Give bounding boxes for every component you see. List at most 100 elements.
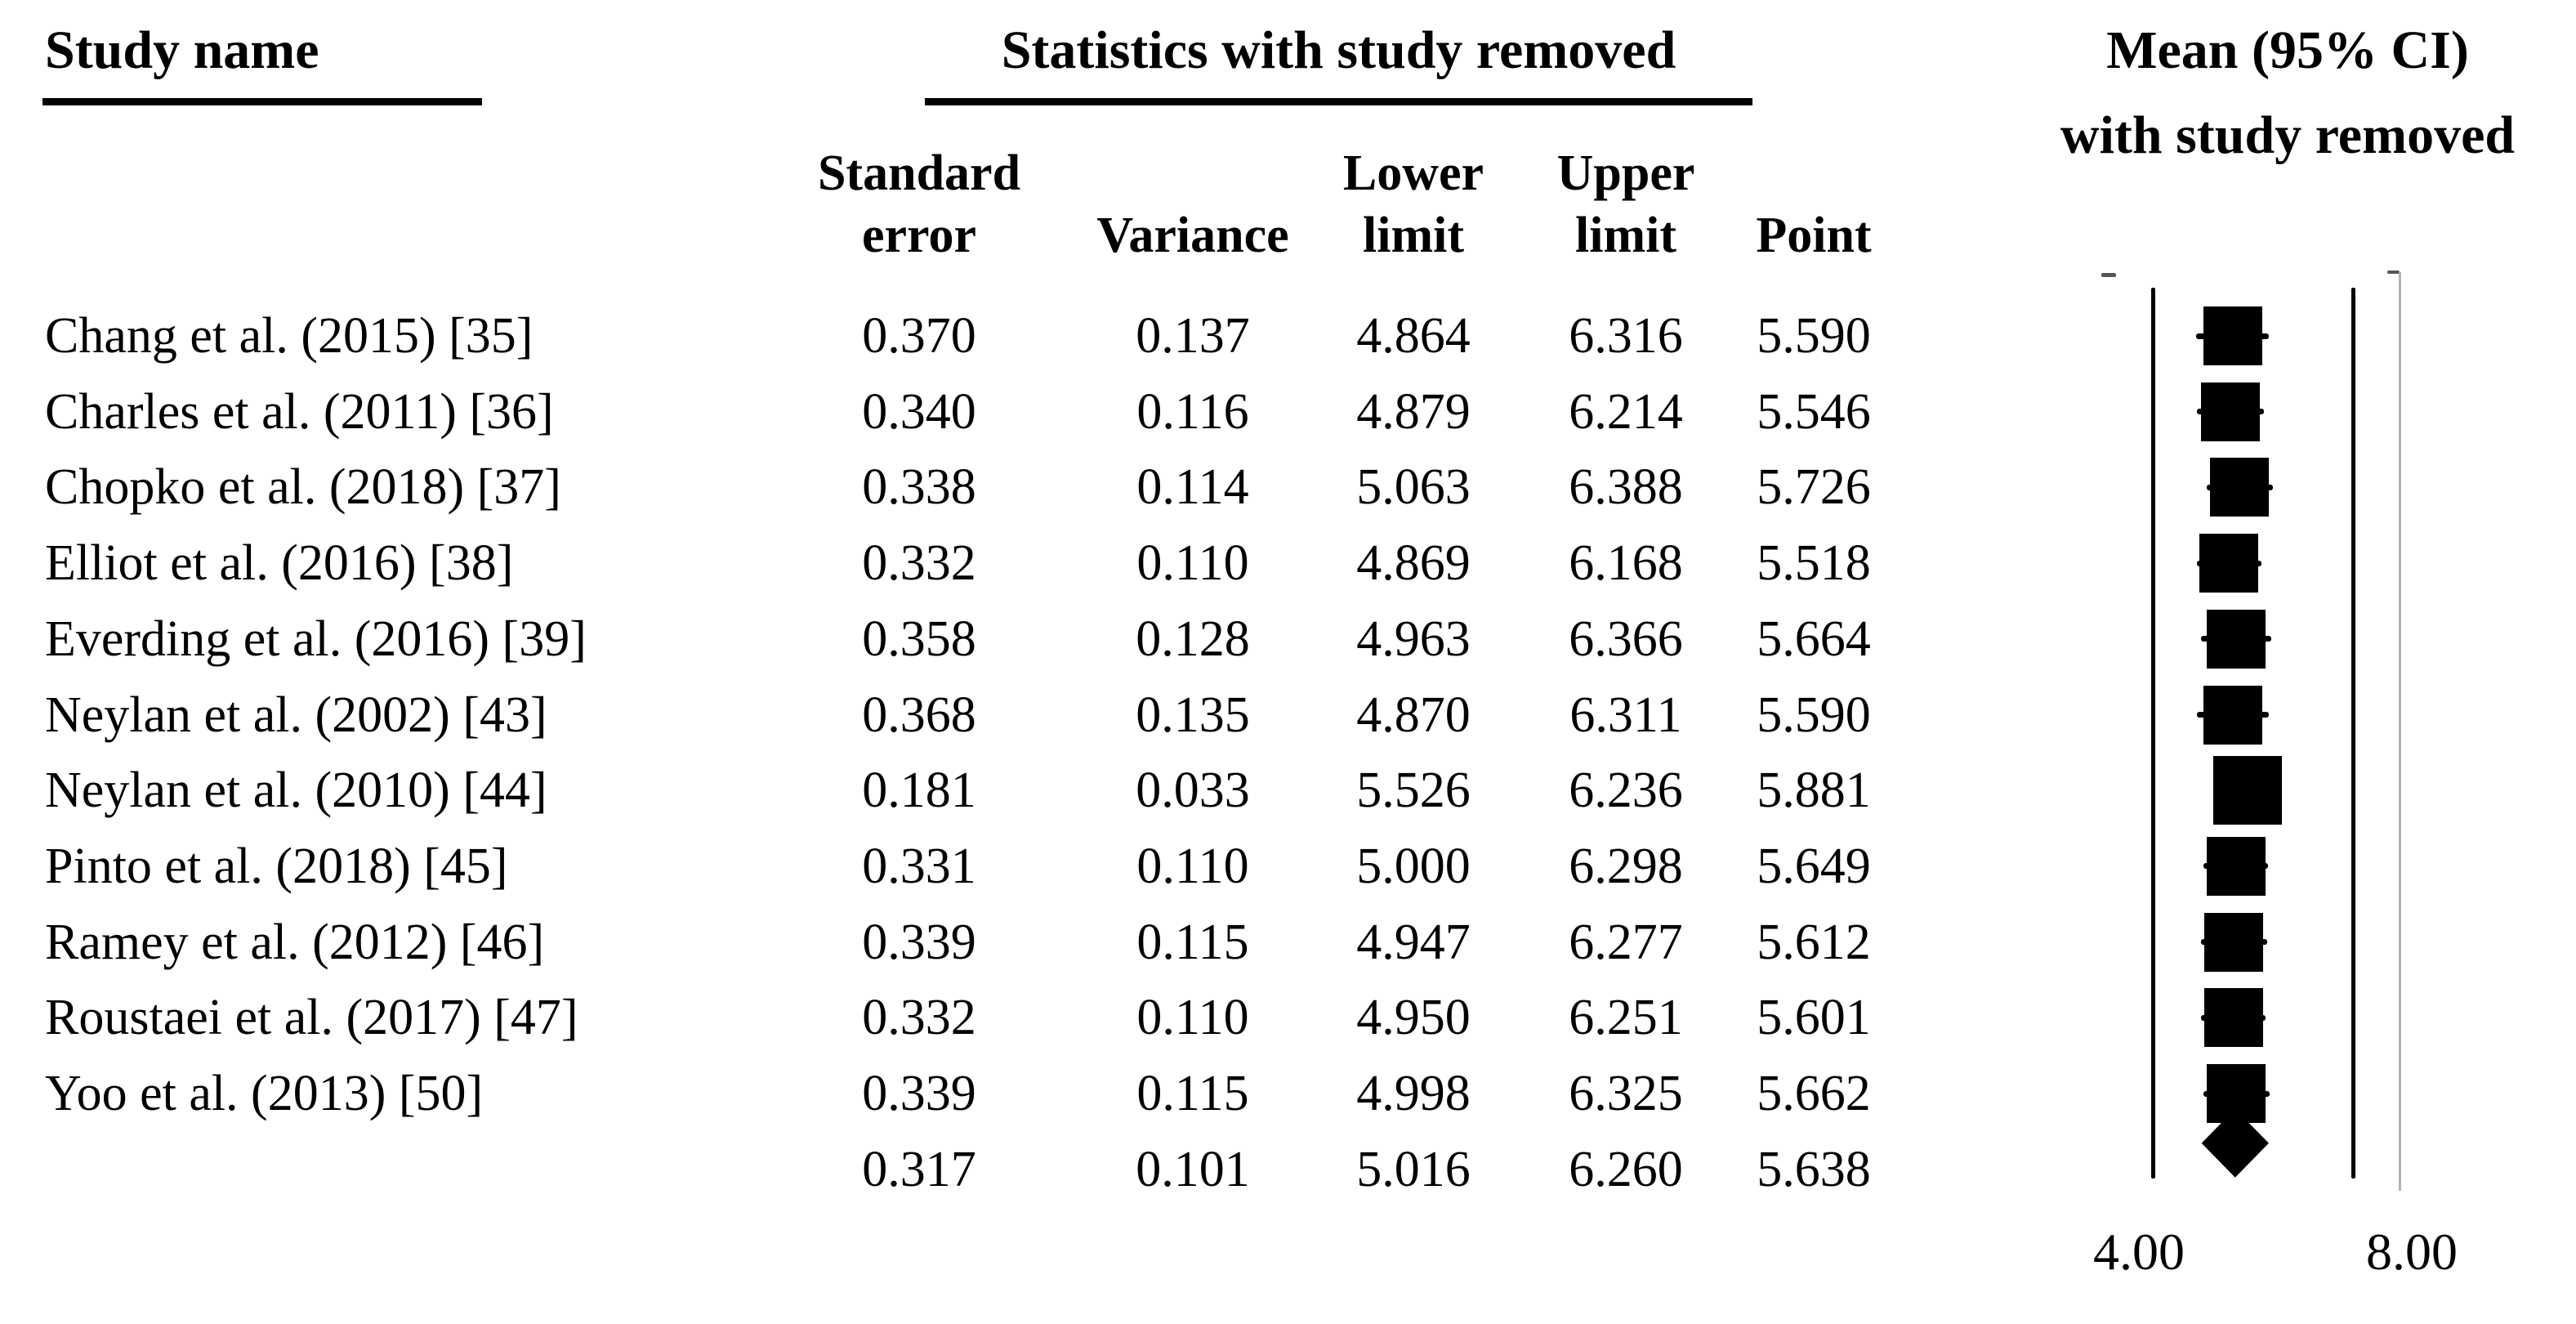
study-name-cell: Chopko et al. (2018) [37] <box>45 459 561 516</box>
standard-error-cell: 0.332 <box>862 990 976 1046</box>
lower-limit-cell: 5.000 <box>1356 838 1471 894</box>
lower-limit-cell: 4.879 <box>1356 383 1471 440</box>
table-row: Yoo et al. (2013) [50] 0.339 0.115 4.998 6.3… <box>0 1056 1920 1132</box>
table-row: Everding et al. (2016) [39] 0.358 0.128 4.9… <box>0 602 1920 678</box>
plot-header-line2: with study removed <box>2060 105 2516 165</box>
variance-cell: 0.101 <box>1136 1141 1250 1197</box>
point-cell: 5.726 <box>1757 459 1871 516</box>
standard-error-cell: 0.338 <box>862 459 976 516</box>
point-cell: 5.649 <box>1757 838 1871 894</box>
standard-error-cell: 0.339 <box>862 914 976 970</box>
study-name-cell: Neylan et al. (2010) [44] <box>45 763 547 819</box>
variance-cell: 0.110 <box>1136 990 1249 1046</box>
study-name-cell: Pinto et al. (2018) [45] <box>45 838 508 894</box>
plot-top-right-tick <box>2387 271 2400 274</box>
standard-error-cell: 0.358 <box>862 611 976 667</box>
lower-limit-cell: 5.063 <box>1356 459 1471 516</box>
point-cell: 5.590 <box>1757 687 1871 743</box>
variance-cell: 0.128 <box>1136 611 1250 667</box>
lower-limit-cell: 4.947 <box>1356 914 1471 970</box>
point-cell: 5.662 <box>1757 1066 1871 1121</box>
upper-limit-cell: 6.366 <box>1569 611 1683 667</box>
study-name-cell: Ramey et al. (2012) [46] <box>45 914 545 970</box>
variance-cell: 0.114 <box>1136 459 1249 516</box>
variance-cell: 0.137 <box>1136 308 1250 364</box>
lower-limit-cell: 4.869 <box>1356 535 1471 592</box>
standard-error-cell: 0.331 <box>862 838 976 894</box>
table-row: Charles et al. (2011) [36] 0.340 0.116 4.87… <box>0 374 1920 450</box>
study-name-cell: Yoo et al. (2013) [50] <box>45 1066 484 1121</box>
variance-cell: 0.110 <box>1136 838 1249 894</box>
upper-limit-cell: 6.251 <box>1569 990 1683 1046</box>
variance-cell: 0.110 <box>1136 535 1249 592</box>
table-row: Elliot et al. (2016) [38] 0.332 0.110 4.869… <box>0 526 1920 602</box>
lower-limit-cell: 4.864 <box>1356 308 1471 364</box>
upper-limit-cell: 6.277 <box>1569 914 1683 970</box>
lower-limit-cell: 4.963 <box>1356 611 1471 667</box>
variance-cell: 0.033 <box>1136 763 1250 819</box>
point-cell: 5.881 <box>1757 763 1871 819</box>
table-row: Chopko et al. (2018) [37] 0.338 0.114 5.063… <box>0 450 1920 526</box>
col-header-point: Point <box>1756 208 1872 263</box>
variance-cell: 0.116 <box>1136 383 1249 440</box>
table-row: Pinto et al. (2018) [45] 0.331 0.110 5.000 6… <box>0 829 1920 905</box>
lower-limit-cell: 4.950 <box>1356 990 1471 1046</box>
point-cell: 5.664 <box>1757 611 1871 667</box>
variance-cell: 0.135 <box>1136 687 1250 743</box>
col-header-standard-error: error <box>862 208 976 263</box>
point-square-marker <box>2201 382 2261 441</box>
col-header-variance: Variance <box>1096 208 1289 263</box>
stats-group-header: Statistics with study removed <box>1001 20 1676 80</box>
upper-limit-cell: 6.168 <box>1569 535 1683 592</box>
plot-header-line1: Mean (95% CI) <box>2106 20 2469 80</box>
col-header-lower-limit: limit <box>1363 208 1464 263</box>
point-square-marker <box>2207 609 2266 669</box>
point-square-marker <box>2203 685 2262 745</box>
point-cell: 5.590 <box>1757 308 1871 364</box>
point-square-marker <box>2199 534 2259 593</box>
point-cell: 5.546 <box>1757 383 1871 440</box>
point-cell: 5.638 <box>1757 1141 1871 1197</box>
study-name-cell: Everding et al. (2016) [39] <box>45 611 587 667</box>
upper-limit-cell: 6.298 <box>1569 838 1683 894</box>
upper-limit-cell: 6.236 <box>1569 763 1683 819</box>
study-name-cell: Chang et al. (2015) [35] <box>45 308 534 364</box>
point-cell: 5.601 <box>1757 990 1871 1046</box>
table-row: Neylan et al. (2010) [44] 0.181 0.033 5.526… <box>0 753 1920 829</box>
upper-limit-cell: 6.325 <box>1569 1066 1683 1121</box>
point-square-marker <box>2210 458 2270 517</box>
col-header-standard-top: Standard <box>817 145 1021 201</box>
variance-cell: 0.115 <box>1136 914 1249 970</box>
table-row: Neylan et al. (2002) [43] 0.368 0.135 4.870… <box>0 678 1920 754</box>
point-square-marker <box>2203 306 2262 365</box>
lower-limit-cell: 5.016 <box>1356 1141 1471 1197</box>
upper-limit-cell: 6.214 <box>1569 383 1683 440</box>
lower-limit-cell: 4.998 <box>1356 1066 1471 1121</box>
col-header-upper: Upper <box>1556 145 1695 201</box>
table-row: Ramey et al. (2012) [46] 0.339 0.115 4.947 6… <box>0 905 1920 981</box>
standard-error-cell: 0.339 <box>862 1066 976 1121</box>
stats-group-header-underline <box>925 98 1752 105</box>
plot-top-left-tick <box>2101 273 2116 277</box>
lower-limit-cell: 5.526 <box>1356 763 1471 819</box>
axis-tick-label-8: 8.00 <box>2366 1223 2458 1281</box>
upper-limit-cell: 6.311 <box>1569 687 1682 743</box>
study-name-column-header: Study name <box>45 20 319 80</box>
upper-limit-cell: 6.316 <box>1569 308 1683 364</box>
pooled-row: 0.317 0.101 5.016 6.260 5.638 <box>0 1132 1920 1208</box>
point-cell: 5.612 <box>1757 914 1871 970</box>
study-name-cell: Neylan et al. (2002) [43] <box>45 687 547 743</box>
upper-limit-cell: 6.260 <box>1569 1141 1683 1197</box>
standard-error-cell: 0.340 <box>862 383 976 440</box>
standard-error-cell: 0.370 <box>862 308 976 364</box>
table-row: Chang et al. (2015) [35] 0.370 0.137 4.864 6… <box>0 298 1920 374</box>
standard-error-cell: 0.332 <box>862 535 976 592</box>
plot-right-border-line <box>2399 272 2401 1191</box>
col-header-upper-limit: limit <box>1575 208 1676 263</box>
variance-cell: 0.115 <box>1136 1066 1249 1121</box>
table-row: Roustaei et al. (2017) [47] 0.332 0.110 4.9… <box>0 980 1920 1056</box>
axis-line-right-8 <box>2351 288 2355 1179</box>
study-name-header-underline <box>42 98 482 105</box>
